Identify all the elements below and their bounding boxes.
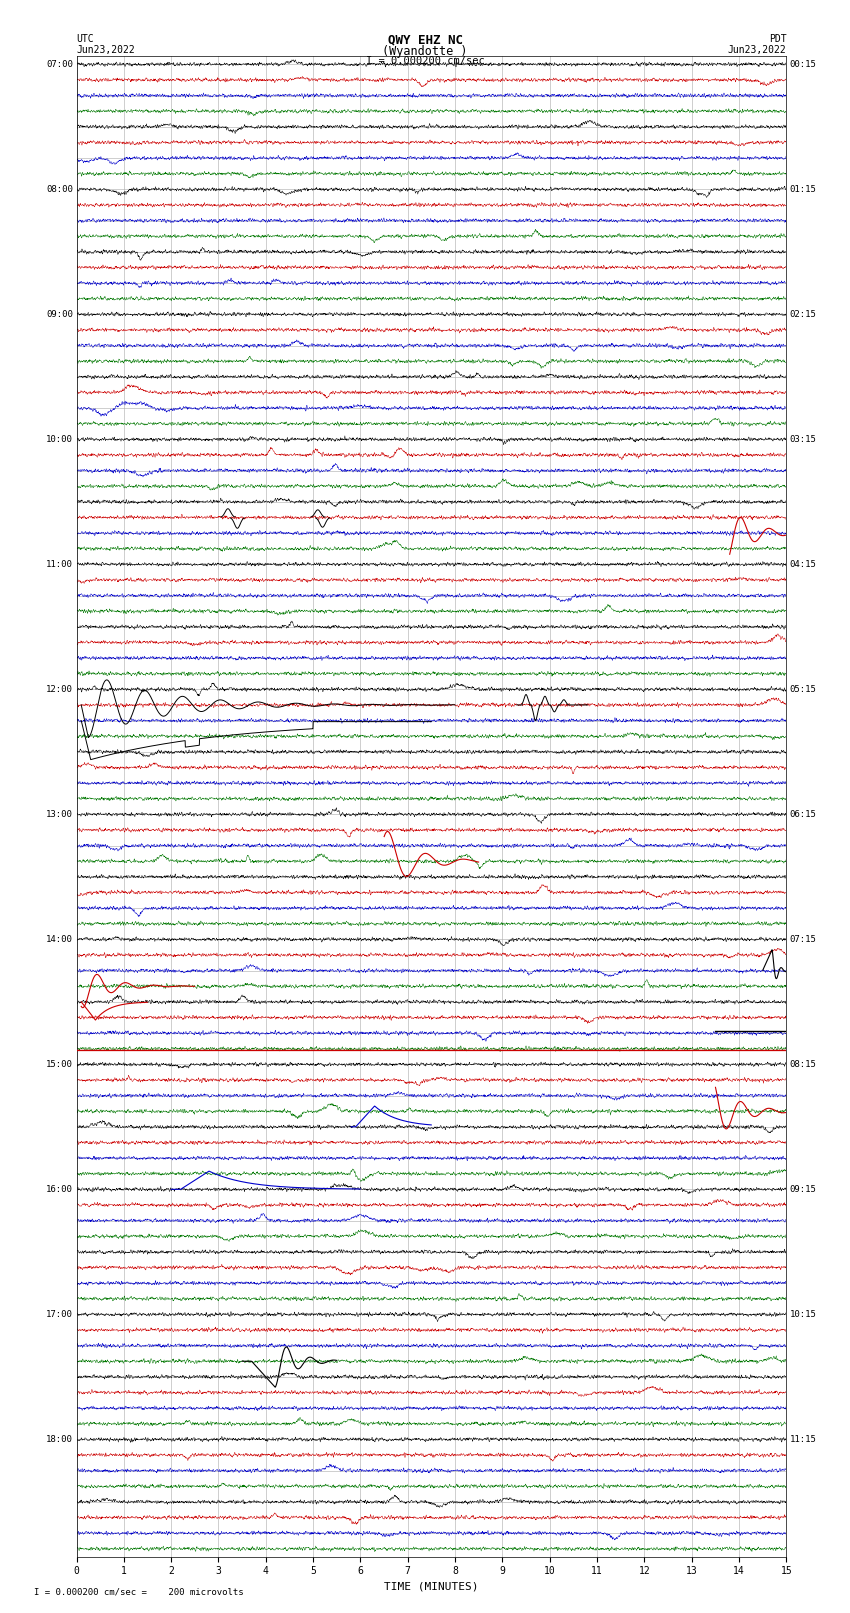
Text: 05:15: 05:15 (790, 686, 817, 694)
Text: (Wyandotte ): (Wyandotte ) (382, 45, 468, 58)
Text: PDT: PDT (768, 34, 786, 44)
Text: Jun23,2022: Jun23,2022 (76, 45, 135, 55)
Text: 02:15: 02:15 (790, 310, 817, 319)
Text: 07:00: 07:00 (46, 60, 73, 69)
Text: 12:00: 12:00 (46, 686, 73, 694)
Text: 03:15: 03:15 (790, 436, 817, 444)
Text: QWY EHZ NC: QWY EHZ NC (388, 34, 462, 47)
Text: 07:15: 07:15 (790, 936, 817, 944)
Text: 09:15: 09:15 (790, 1186, 817, 1194)
Text: 16:00: 16:00 (46, 1186, 73, 1194)
Text: 00:15: 00:15 (790, 60, 817, 69)
Text: I = 0.000200 cm/sec =    200 microvolts: I = 0.000200 cm/sec = 200 microvolts (34, 1587, 244, 1597)
Text: 06:15: 06:15 (790, 810, 817, 819)
Text: 13:00: 13:00 (46, 810, 73, 819)
Text: 18:00: 18:00 (46, 1436, 73, 1444)
Text: 15:00: 15:00 (46, 1060, 73, 1069)
Text: 11:00: 11:00 (46, 560, 73, 569)
Text: 08:00: 08:00 (46, 185, 73, 194)
Text: Jun23,2022: Jun23,2022 (728, 45, 786, 55)
Text: 01:15: 01:15 (790, 185, 817, 194)
Text: 14:00: 14:00 (46, 936, 73, 944)
Text: 10:00: 10:00 (46, 436, 73, 444)
Text: 10:15: 10:15 (790, 1310, 817, 1319)
Text: UTC: UTC (76, 34, 94, 44)
X-axis label: TIME (MINUTES): TIME (MINUTES) (384, 1582, 479, 1592)
Text: 11:15: 11:15 (790, 1436, 817, 1444)
Text: 17:00: 17:00 (46, 1310, 73, 1319)
Text: 04:15: 04:15 (790, 560, 817, 569)
Text: I = 0.000200 cm/sec: I = 0.000200 cm/sec (366, 56, 484, 66)
Text: 08:15: 08:15 (790, 1060, 817, 1069)
Text: 09:00: 09:00 (46, 310, 73, 319)
